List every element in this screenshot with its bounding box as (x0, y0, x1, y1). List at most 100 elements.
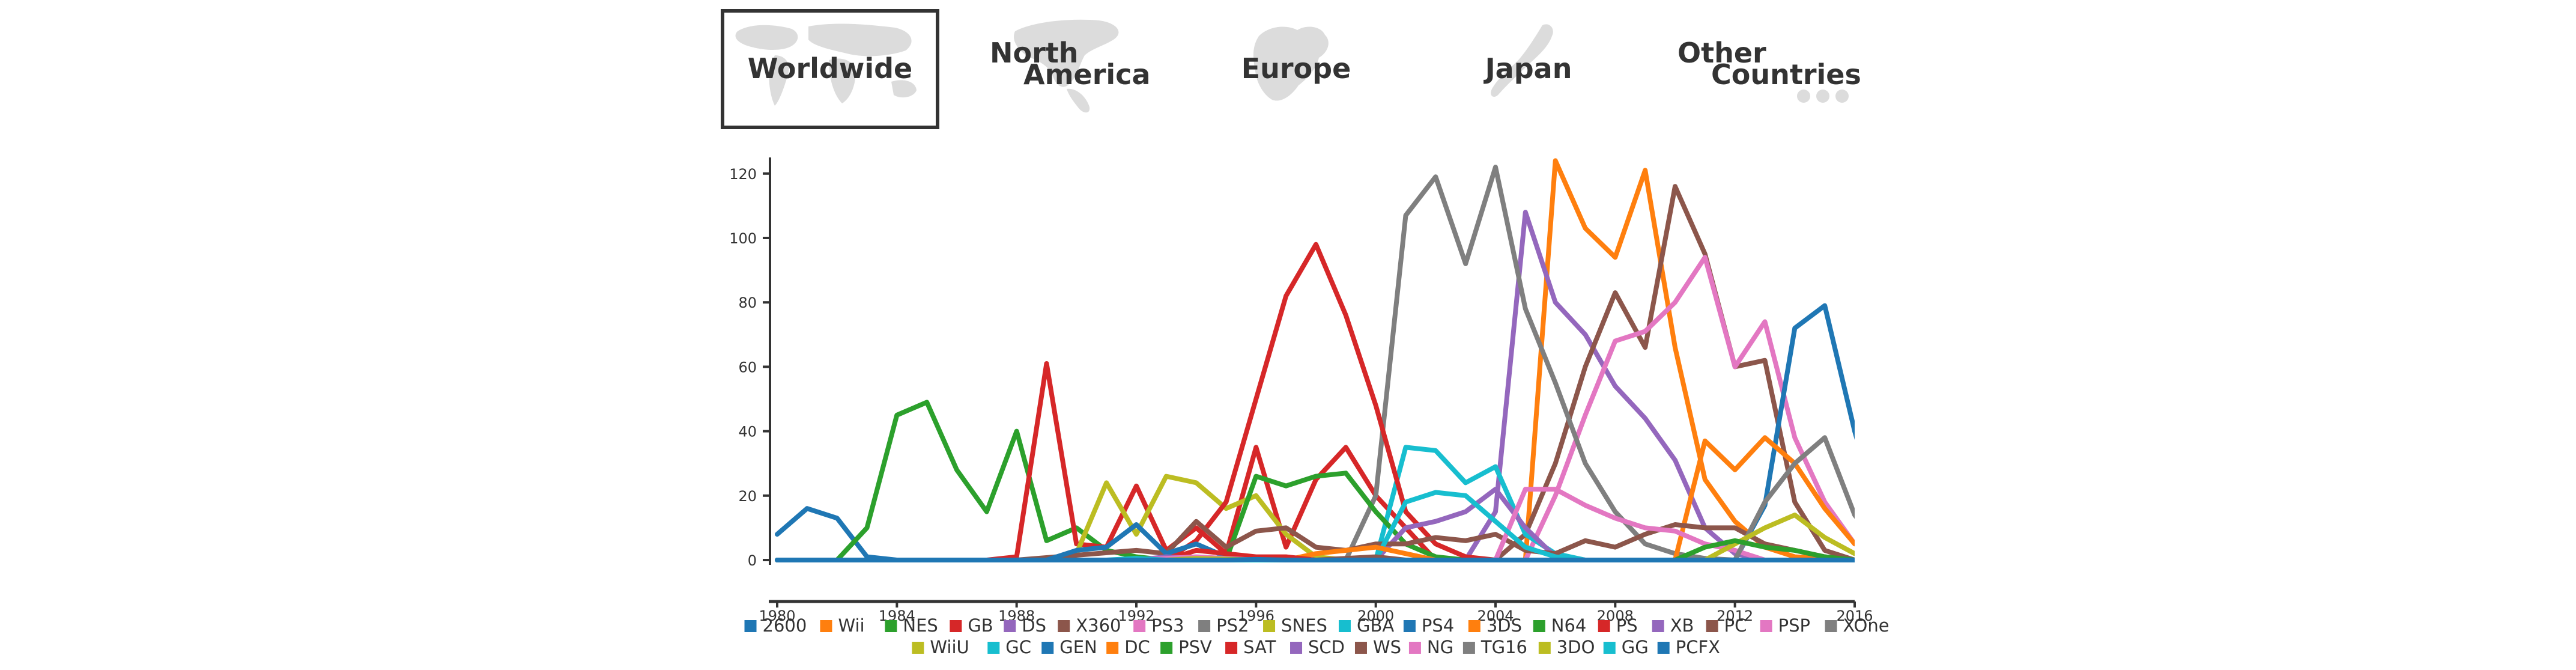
legend-item-scd[interactable]: SCD (1290, 637, 1345, 657)
x-tick-label: 2004 (1477, 608, 1514, 624)
tab-label: Worldwide (748, 52, 912, 85)
legend-item-ds[interactable]: DS (1004, 615, 1046, 636)
legend-item-gba[interactable]: GBA (1338, 615, 1394, 636)
legend-swatch (912, 642, 924, 654)
legend-item-3ds[interactable]: 3DS (1468, 615, 1522, 636)
legend-item-gg[interactable]: GG (1603, 637, 1649, 657)
legend-swatch (1338, 620, 1351, 632)
legend-item-wii[interactable]: Wii (820, 615, 865, 636)
legend-swatch (1041, 642, 1054, 654)
legend-label: PC (1724, 615, 1747, 636)
legend-item-ws[interactable]: WS (1354, 637, 1401, 657)
legend-swatch (1538, 642, 1551, 654)
series-line-gb (775, 361, 1855, 562)
legend-item-sat[interactable]: SAT (1225, 637, 1276, 657)
legend-swatch (1408, 642, 1421, 654)
legend-label: 3DS (1487, 615, 1522, 636)
legend-swatch (1652, 620, 1664, 632)
other-countries-dots-icon (1797, 90, 1849, 103)
tab-worldwide[interactable]: Worldwide (721, 9, 939, 129)
legend-item-x360[interactable]: X360 (1058, 615, 1121, 636)
legend-swatch (1354, 642, 1367, 654)
legend-item-xb[interactable]: XB (1652, 615, 1694, 636)
legend-item-ps3[interactable]: PS3 (1133, 615, 1184, 636)
legend-label: X360 (1076, 615, 1121, 636)
legend-swatch (1106, 642, 1119, 654)
legend-item-3do[interactable]: 3DO (1538, 637, 1595, 657)
series-line-3ds (775, 435, 1855, 562)
legend-item-pcfx[interactable]: PCFX (1657, 637, 1720, 657)
legend-label: WS (1373, 637, 1401, 657)
tab-label: Europe (1241, 52, 1351, 85)
legend-label: PSP (1778, 615, 1810, 636)
legend-swatch (885, 620, 897, 632)
tab-europe[interactable]: Europe (1241, 26, 1351, 101)
series-line-ps (775, 242, 1855, 562)
legend-swatch (1760, 620, 1772, 632)
series-line-pcfx (775, 556, 1855, 562)
legend-swatch (1603, 642, 1616, 654)
x-tick-label: 2000 (1357, 608, 1394, 624)
legend-swatch (1706, 620, 1718, 632)
legend-item-pc[interactable]: PC (1706, 615, 1747, 636)
selected-tab-frame (721, 9, 939, 129)
legend-item-ps2[interactable]: PS2 (1198, 615, 1249, 636)
legend-swatch (1468, 620, 1480, 632)
legend-label: PSV (1178, 637, 1212, 657)
legend-label: GB (968, 615, 993, 636)
legend-swatch (1133, 620, 1146, 632)
north-america-map-icon (1014, 19, 1119, 113)
legend-item-dc[interactable]: DC (1106, 637, 1150, 657)
tab-label: Other (1677, 37, 1766, 69)
legend-item-ng[interactable]: NG (1408, 637, 1453, 657)
series-line-pc (775, 519, 1855, 562)
y-tick-label: 60 (738, 359, 757, 376)
legend-item-xone[interactable]: XOne (1825, 615, 1890, 636)
legend-item-wiiu[interactable]: WiiU (912, 637, 969, 657)
legend-label: NG (1427, 637, 1453, 657)
legend-label: 3DO (1557, 637, 1595, 657)
y-tick-label: 120 (729, 166, 757, 183)
legend-label: GEN (1059, 637, 1097, 657)
legend-label: XOne (1843, 615, 1890, 636)
japan-map-icon (1491, 24, 1553, 97)
legend-label: DS (1022, 615, 1046, 636)
legend-item-gc[interactable]: GC (987, 637, 1031, 657)
legend-item-ps4[interactable]: PS4 (1403, 615, 1454, 636)
legend-label: PCFX (1676, 637, 1720, 657)
legend-label: PS (1616, 615, 1638, 636)
legend-label: XB (1670, 615, 1694, 636)
legend-item-ps[interactable]: PS (1598, 615, 1638, 636)
y-tick-label: 20 (738, 488, 757, 505)
legend-item-snes[interactable]: SNES (1263, 615, 1327, 636)
legend-swatch (820, 620, 832, 632)
plot-area (775, 158, 1855, 562)
europe-map-icon (1253, 26, 1329, 101)
legend-swatch (1403, 620, 1416, 632)
legend-item-2600[interactable]: 2600 (744, 615, 807, 636)
series-line-nes (775, 400, 1855, 562)
series-line-ds (775, 210, 1855, 562)
y-tick-label: 40 (738, 424, 757, 440)
series-line-x360 (775, 184, 1855, 562)
legend-item-gb[interactable]: GB (950, 615, 993, 636)
legend-item-psp[interactable]: PSP (1760, 615, 1810, 636)
legend-item-nes[interactable]: NES (885, 615, 938, 636)
legend-label: 2600 (763, 615, 807, 636)
legend-label: GC (1005, 637, 1031, 657)
tab-japan[interactable]: Japan (1483, 24, 1572, 97)
legend-item-tg16[interactable]: TG16 (1462, 637, 1527, 657)
legend-item-gen[interactable]: GEN (1041, 637, 1097, 657)
legend-swatch (1462, 642, 1475, 654)
tab-label: Japan (1483, 52, 1572, 85)
legend-swatch (1657, 642, 1670, 654)
y-tick-label: 0 (748, 552, 757, 569)
series-line-ps4 (775, 303, 1855, 562)
legend-item-n64[interactable]: N64 (1533, 615, 1587, 636)
legend-swatch (1290, 642, 1303, 654)
legend-item-psv[interactable]: PSV (1160, 637, 1212, 657)
legend-label: PS4 (1422, 615, 1454, 636)
